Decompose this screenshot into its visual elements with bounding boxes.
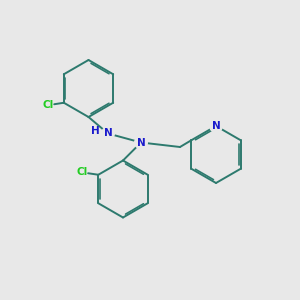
Text: Cl: Cl <box>76 167 87 177</box>
Text: H: H <box>91 125 100 136</box>
Text: N: N <box>136 137 146 148</box>
Text: N: N <box>103 128 112 139</box>
Circle shape <box>102 127 114 140</box>
Text: Cl: Cl <box>43 100 54 110</box>
Circle shape <box>135 136 147 149</box>
Circle shape <box>210 120 222 132</box>
Text: N: N <box>212 121 220 131</box>
